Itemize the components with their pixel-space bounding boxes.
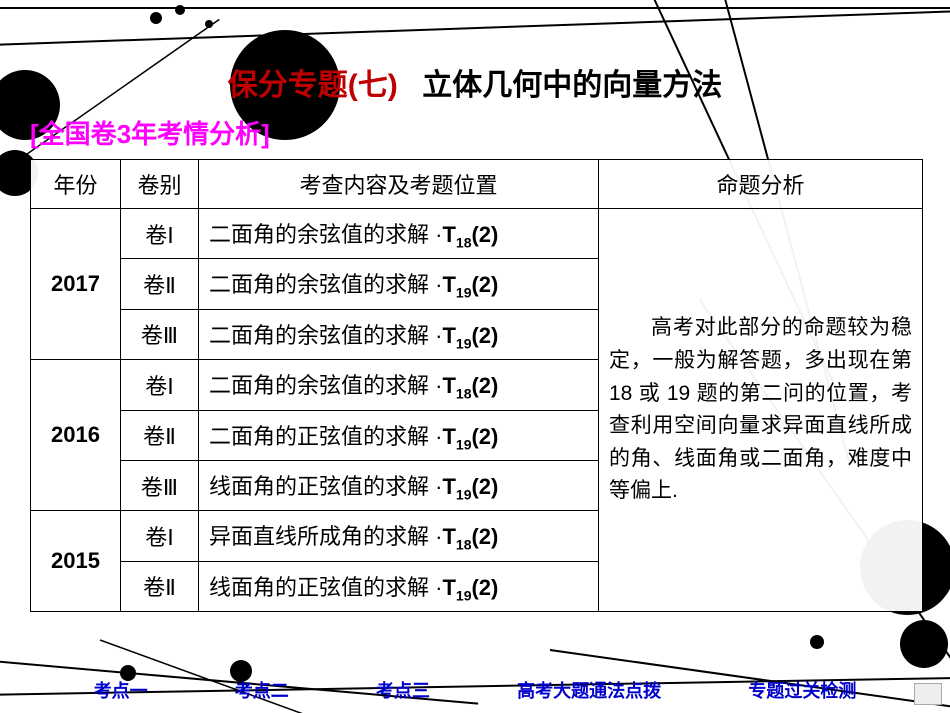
cell-vol: 卷Ⅱ	[121, 259, 199, 309]
th-vol: 卷别	[121, 160, 199, 209]
th-year: 年份	[31, 160, 121, 209]
cell-content: 线面角的正弦值的求解 ·T19(2)	[199, 460, 599, 510]
cell-year: 2016	[31, 360, 121, 511]
title-left: 保分专题(七)	[228, 69, 398, 102]
table-row: 2017卷Ⅰ二面角的余弦值的求解 ·T18(2)高考对此部分的命题较为稳定，一般…	[31, 209, 923, 259]
subtitle-suffix: 年考情分析	[131, 119, 261, 149]
cell-content: 二面角的余弦值的求解 ·T19(2)	[199, 259, 599, 309]
nav-item[interactable]: 高考大题通法点拨	[517, 677, 661, 703]
cell-content: 二面角的余弦值的求解 ·T18(2)	[199, 209, 599, 259]
cell-vol: 卷Ⅲ	[121, 460, 199, 510]
bottom-nav: 考点一 考点二 考点三 高考大题通法点拨 专题过关检测	[0, 677, 950, 703]
cell-vol: 卷Ⅰ	[121, 209, 199, 259]
cell-vol: 卷Ⅱ	[121, 410, 199, 460]
cell-content: 二面角的余弦值的求解 ·T18(2)	[199, 360, 599, 410]
page-corner-icon[interactable]	[914, 683, 942, 705]
nav-item[interactable]: 考点一	[94, 677, 148, 703]
subtitle-prefix: 全国卷	[39, 119, 117, 149]
bracket-open: [	[30, 119, 39, 149]
th-content: 考查内容及考题位置	[199, 160, 599, 209]
nav-item[interactable]: 考点二	[235, 677, 289, 703]
cell-content: 二面角的余弦值的求解 ·T19(2)	[199, 309, 599, 359]
cell-content: 线面角的正弦值的求解 ·T19(2)	[199, 561, 599, 611]
cell-year: 2017	[31, 209, 121, 360]
nav-item[interactable]: 专题过关检测	[748, 677, 856, 703]
table-header-row: 年份 卷别 考查内容及考题位置 命题分析	[31, 160, 923, 209]
cell-content: 二面角的正弦值的求解 ·T19(2)	[199, 410, 599, 460]
cell-vol: 卷Ⅰ	[121, 511, 199, 561]
th-analysis: 命题分析	[599, 160, 923, 209]
nav-item[interactable]: 考点三	[376, 677, 430, 703]
cell-vol: 卷Ⅲ	[121, 309, 199, 359]
page-title: 保分专题(七) 立体几何中的向量方法	[30, 60, 920, 104]
subtitle: [全国卷3年考情分析]	[30, 114, 920, 151]
cell-vol: 卷Ⅰ	[121, 360, 199, 410]
subtitle-n: 3	[117, 119, 131, 149]
cell-content: 异面直线所成角的求解 ·T18(2)	[199, 511, 599, 561]
title-right: 立体几何中的向量方法	[422, 69, 722, 102]
cell-year: 2015	[31, 511, 121, 612]
cell-analysis: 高考对此部分的命题较为稳定，一般为解答题，多出现在第 18 或 19 题的第二问…	[599, 209, 923, 612]
bracket-close: ]	[261, 119, 270, 149]
cell-vol: 卷Ⅱ	[121, 561, 199, 611]
analysis-table: 年份 卷别 考查内容及考题位置 命题分析 2017卷Ⅰ二面角的余弦值的求解 ·T…	[30, 159, 923, 612]
